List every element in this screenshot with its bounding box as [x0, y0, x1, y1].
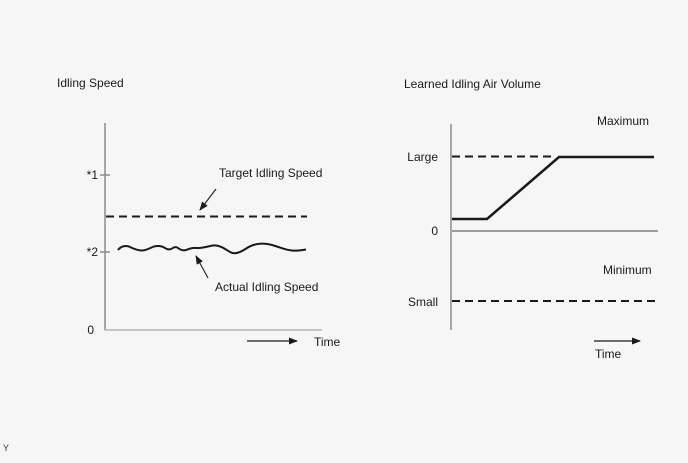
- right-learned-line: [452, 155, 654, 221]
- left-origin-label: 0: [87, 323, 94, 337]
- maximum-label: Maximum: [597, 114, 650, 128]
- left-ytick-label-1: *1: [86, 168, 98, 182]
- left-actual-line: [117, 242, 307, 255]
- chart-lines-group: [100, 123, 658, 345]
- right-zero-label: 0: [431, 224, 438, 238]
- left-actual-annotation-arrow: [195, 255, 209, 279]
- left-ytick-label-2: *2: [86, 245, 98, 259]
- minimum-label: Minimum: [603, 263, 652, 277]
- left-target-annotation-arrow: [199, 188, 217, 211]
- right-time-axis-label: Time: [595, 347, 622, 361]
- target-idling-speed-label: Target Idling Speed: [219, 166, 323, 180]
- large-tick-label: Large: [407, 150, 438, 164]
- right-chart-title: Learned Idling Air Volume: [404, 77, 541, 91]
- actual-idling-speed-label: Actual Idling Speed: [215, 280, 319, 294]
- left-time-axis-label: Time: [314, 335, 341, 349]
- small-tick-label: Small: [407, 295, 438, 309]
- left-chart-title: Idling Speed: [57, 76, 124, 90]
- page-watermark: Y: [3, 443, 10, 453]
